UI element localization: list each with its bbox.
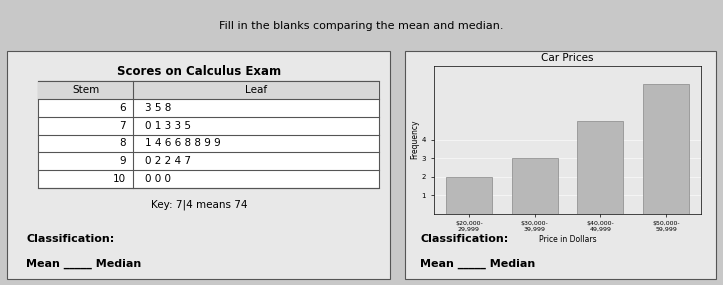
Title: Car Prices: Car Prices: [542, 53, 594, 63]
Text: 3 5 8: 3 5 8: [145, 103, 171, 113]
Text: 1 4 6 6 8 8 9 9: 1 4 6 6 8 8 9 9: [145, 139, 221, 148]
Text: 0 2 2 4 7: 0 2 2 4 7: [145, 156, 191, 166]
Bar: [643, 84, 689, 214]
Text: Fill in the blanks comparing the mean and median.: Fill in the blanks comparing the mean an…: [219, 21, 504, 31]
Text: Classification:: Classification:: [421, 234, 509, 244]
Bar: [38, 81, 379, 99]
FancyBboxPatch shape: [7, 51, 390, 279]
Text: 8: 8: [119, 139, 126, 148]
Text: Mean _____ Median: Mean _____ Median: [421, 259, 536, 269]
Text: Mean _____ Median: Mean _____ Median: [27, 259, 142, 269]
Y-axis label: Frequency: Frequency: [410, 120, 419, 159]
Text: Stem: Stem: [72, 85, 99, 95]
Text: Leaf: Leaf: [245, 85, 268, 95]
Text: 0 1 3 3 5: 0 1 3 3 5: [145, 121, 191, 131]
Text: Key: 7|4 means 74: Key: 7|4 means 74: [150, 200, 247, 210]
Text: Classification:: Classification:: [27, 234, 115, 244]
Bar: [446, 177, 492, 214]
Text: Scores on Calculus Exam: Scores on Calculus Exam: [116, 65, 281, 78]
Bar: [512, 158, 557, 214]
Text: 0 0 0: 0 0 0: [145, 174, 171, 184]
Text: 10: 10: [113, 174, 126, 184]
Bar: [578, 121, 623, 214]
X-axis label: Price in Dollars: Price in Dollars: [539, 235, 596, 244]
Text: 7: 7: [119, 121, 126, 131]
Text: 6: 6: [119, 103, 126, 113]
FancyBboxPatch shape: [405, 51, 716, 279]
Text: 9: 9: [119, 156, 126, 166]
